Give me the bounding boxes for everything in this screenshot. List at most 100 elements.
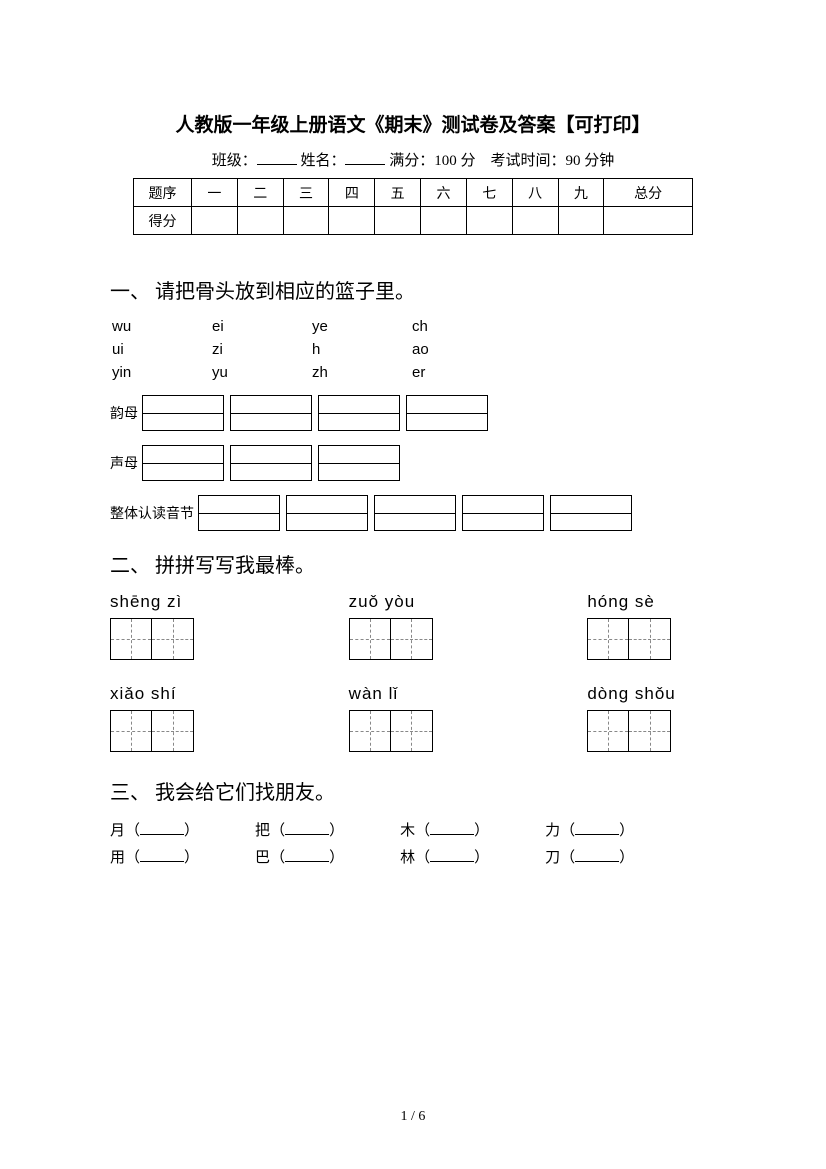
answer-box[interactable] <box>286 495 368 531</box>
q3-heading: 三、 我会给它们找朋友。 <box>110 776 716 805</box>
score-cell[interactable] <box>192 207 238 235</box>
cat-boxes <box>142 445 400 481</box>
tianzige-cell[interactable] <box>587 618 629 660</box>
pinyin-item: zh <box>312 364 342 381</box>
tianzige-pair <box>110 710 239 752</box>
answer-box[interactable] <box>142 395 224 431</box>
cat-row-zhengti: 整体认读音节 <box>110 495 716 531</box>
time-value: 90 分钟 <box>566 153 615 169</box>
class-blank[interactable] <box>257 150 297 165</box>
full-value: 100 分 <box>434 153 475 169</box>
pinyin-item: ao <box>412 341 442 358</box>
tianzige-cell[interactable] <box>629 618 671 660</box>
friend-char: 木 <box>400 823 415 839</box>
pinyin-row: ui zi h ao <box>110 341 716 358</box>
tianzige-pair <box>587 618 716 660</box>
score-cell[interactable] <box>558 207 604 235</box>
pinyin-label: dòng shǒu <box>587 684 716 704</box>
pinyin-write-row: shēng zì zuǒ yòu hóng sè <box>110 592 716 612</box>
friend-item: 刀（） <box>545 846 634 867</box>
time-label: 考试时间： <box>491 153 566 169</box>
answer-box[interactable] <box>318 445 400 481</box>
score-cell[interactable] <box>604 207 693 235</box>
friend-char: 用 <box>110 850 125 866</box>
pinyin-item: wu <box>112 318 142 335</box>
pinyin-label: hóng sè <box>587 592 716 612</box>
friend-item: 月（） <box>110 819 199 840</box>
tianzige-pair <box>110 618 239 660</box>
friend-char: 刀 <box>545 850 560 866</box>
page-title: 人教版一年级上册语文《期末》测试卷及答案【可打印】 <box>110 110 716 137</box>
q1-heading: 一、 请把骨头放到相应的篮子里。 <box>110 275 716 304</box>
pinyin-item: yin <box>112 364 142 381</box>
tianzige-cell[interactable] <box>391 618 433 660</box>
page: 人教版一年级上册语文《期末》测试卷及答案【可打印】 班级： 姓名： 满分：100… <box>0 0 826 1169</box>
header-cell: 六 <box>421 179 467 207</box>
answer-box[interactable] <box>550 495 632 531</box>
header-cell: 四 <box>329 179 375 207</box>
pinyin-item: ye <box>312 318 342 335</box>
name-blank[interactable] <box>345 150 385 165</box>
class-label: 班级： <box>212 153 257 169</box>
answer-box[interactable] <box>374 495 456 531</box>
answer-box[interactable] <box>142 445 224 481</box>
friend-blank[interactable] <box>430 847 474 862</box>
tianzige-cell[interactable] <box>110 710 152 752</box>
score-cell[interactable] <box>466 207 512 235</box>
tianzige-cell[interactable] <box>349 710 391 752</box>
score-cell[interactable] <box>237 207 283 235</box>
table-row: 题序 一 二 三 四 五 六 七 八 九 总分 <box>134 179 693 207</box>
answer-box[interactable] <box>462 495 544 531</box>
pinyin-row: wu ei ye ch <box>110 318 716 335</box>
score-cell[interactable] <box>421 207 467 235</box>
tianzige-cell[interactable] <box>587 710 629 752</box>
score-cell[interactable] <box>283 207 329 235</box>
header-cell: 七 <box>466 179 512 207</box>
cat-boxes <box>142 395 488 431</box>
header-cell: 五 <box>375 179 421 207</box>
answer-box[interactable] <box>406 395 488 431</box>
tianzige-cell[interactable] <box>152 618 194 660</box>
score-cell[interactable] <box>375 207 421 235</box>
tianzige-pair <box>349 618 478 660</box>
answer-box[interactable] <box>230 395 312 431</box>
score-cell[interactable] <box>512 207 558 235</box>
friend-blank[interactable] <box>285 847 329 862</box>
pinyin-label: wàn lǐ <box>349 684 478 704</box>
friend-item: 林（） <box>400 846 489 867</box>
friend-item: 巴（） <box>255 846 344 867</box>
friend-blank[interactable] <box>285 820 329 835</box>
tianzige-cell[interactable] <box>110 618 152 660</box>
header-cell: 九 <box>558 179 604 207</box>
tianzige-cell[interactable] <box>391 710 433 752</box>
score-table: 题序 一 二 三 四 五 六 七 八 九 总分 得分 <box>133 178 693 235</box>
tianzige-cell[interactable] <box>349 618 391 660</box>
tianzige-row <box>110 710 716 752</box>
pinyin-item: er <box>412 364 442 381</box>
answer-box[interactable] <box>230 445 312 481</box>
answer-box[interactable] <box>318 395 400 431</box>
friend-char: 力 <box>545 823 560 839</box>
score-cell[interactable] <box>329 207 375 235</box>
friend-item: 木（） <box>400 819 489 840</box>
friend-item: 把（） <box>255 819 344 840</box>
name-label: 姓名： <box>300 153 345 169</box>
friend-blank[interactable] <box>140 820 184 835</box>
friend-char: 巴 <box>255 850 270 866</box>
tianzige-cell[interactable] <box>629 710 671 752</box>
friend-blank[interactable] <box>430 820 474 835</box>
friend-blank[interactable] <box>140 847 184 862</box>
cat-label: 韵母 <box>110 403 138 423</box>
pinyin-label: zuǒ yòu <box>349 592 478 612</box>
tianzige-pair <box>349 710 478 752</box>
friend-row: 月（） 把（） 木（） 力（） <box>110 819 716 840</box>
header-cell: 八 <box>512 179 558 207</box>
answer-box[interactable] <box>198 495 280 531</box>
score-label: 得分 <box>134 207 192 235</box>
friend-row: 用（） 巴（） 林（） 刀（） <box>110 846 716 867</box>
friend-blank[interactable] <box>575 820 619 835</box>
pinyin-row: yin yu zh er <box>110 364 716 381</box>
friend-blank[interactable] <box>575 847 619 862</box>
tianzige-cell[interactable] <box>152 710 194 752</box>
q2-heading: 二、 拼拼写写我最棒。 <box>110 549 716 578</box>
